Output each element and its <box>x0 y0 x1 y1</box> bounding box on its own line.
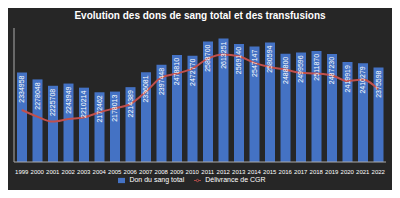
svg-text:2011: 2011 <box>201 169 215 175</box>
svg-text:2336081: 2336081 <box>143 75 150 102</box>
svg-text:2613251: 2613251 <box>220 41 227 68</box>
html-text:Evolution des dons de sang tot: Evolution des dons de sang total et des … <box>74 10 326 21</box>
svg-text:2214389: 2214389 <box>127 90 134 117</box>
svg-text:2588700: 2588700 <box>205 44 212 71</box>
svg-text:2007: 2007 <box>139 169 153 175</box>
svg-text:2410279: 2410279 <box>360 66 367 93</box>
svg-text:2488800: 2488800 <box>282 57 289 84</box>
svg-text:2002: 2002 <box>62 169 76 175</box>
svg-text:2009: 2009 <box>170 169 184 175</box>
svg-text:2022: 2022 <box>372 169 386 175</box>
svg-text:2472770: 2472770 <box>189 59 196 86</box>
svg-text:2487230: 2487230 <box>329 57 336 84</box>
svg-text:2397448: 2397448 <box>158 68 165 95</box>
svg-text:2580594: 2580594 <box>267 45 274 72</box>
svg-text:2005: 2005 <box>108 169 122 175</box>
svg-text:2004: 2004 <box>93 169 107 175</box>
svg-text:1999: 1999 <box>15 169 29 175</box>
svg-text:2172462: 2172462 <box>96 95 103 122</box>
svg-text:2243949: 2243949 <box>65 86 72 113</box>
svg-text:2019: 2019 <box>325 169 339 175</box>
svg-text:2018: 2018 <box>310 169 324 175</box>
svg-text:2278048: 2278048 <box>34 82 41 109</box>
svg-text:2511870: 2511870 <box>313 54 320 81</box>
svg-text:2001: 2001 <box>46 169 60 175</box>
html-text:Don du sang total: Don du sang total <box>129 176 185 183</box>
svg-text:2000: 2000 <box>31 169 45 175</box>
svg-text:2013: 2013 <box>232 169 246 175</box>
svg-text:2375598: 2375598 <box>375 70 382 97</box>
svg-text:2210214: 2210214 <box>81 91 88 118</box>
svg-text:2547147: 2547147 <box>251 50 258 77</box>
svg-text:2006: 2006 <box>124 169 138 175</box>
svg-text:2014: 2014 <box>248 169 262 175</box>
svg-text:2334958: 2334958 <box>19 75 26 102</box>
html-text:Délivrance de CGR: Délivrance de CGR <box>205 176 266 183</box>
svg-text:2225708: 2225708 <box>50 89 57 116</box>
svg-text:2015: 2015 <box>263 169 277 175</box>
svg-text:2021: 2021 <box>356 169 370 175</box>
svg-text:2478810: 2478810 <box>174 58 181 85</box>
svg-text:2419919: 2419919 <box>344 65 351 92</box>
svg-text:2010: 2010 <box>186 169 200 175</box>
svg-text:2499596: 2499596 <box>298 55 305 82</box>
svg-text:2178013: 2178013 <box>112 94 119 121</box>
svg-text:2012: 2012 <box>217 169 231 175</box>
svg-text:2008: 2008 <box>155 169 169 175</box>
svg-text:2017: 2017 <box>294 169 308 175</box>
svg-text:2020: 2020 <box>341 169 355 175</box>
svg-text:2569140: 2569140 <box>236 47 243 74</box>
svg-text:2003: 2003 <box>77 169 91 175</box>
svg-text:2016: 2016 <box>279 169 293 175</box>
